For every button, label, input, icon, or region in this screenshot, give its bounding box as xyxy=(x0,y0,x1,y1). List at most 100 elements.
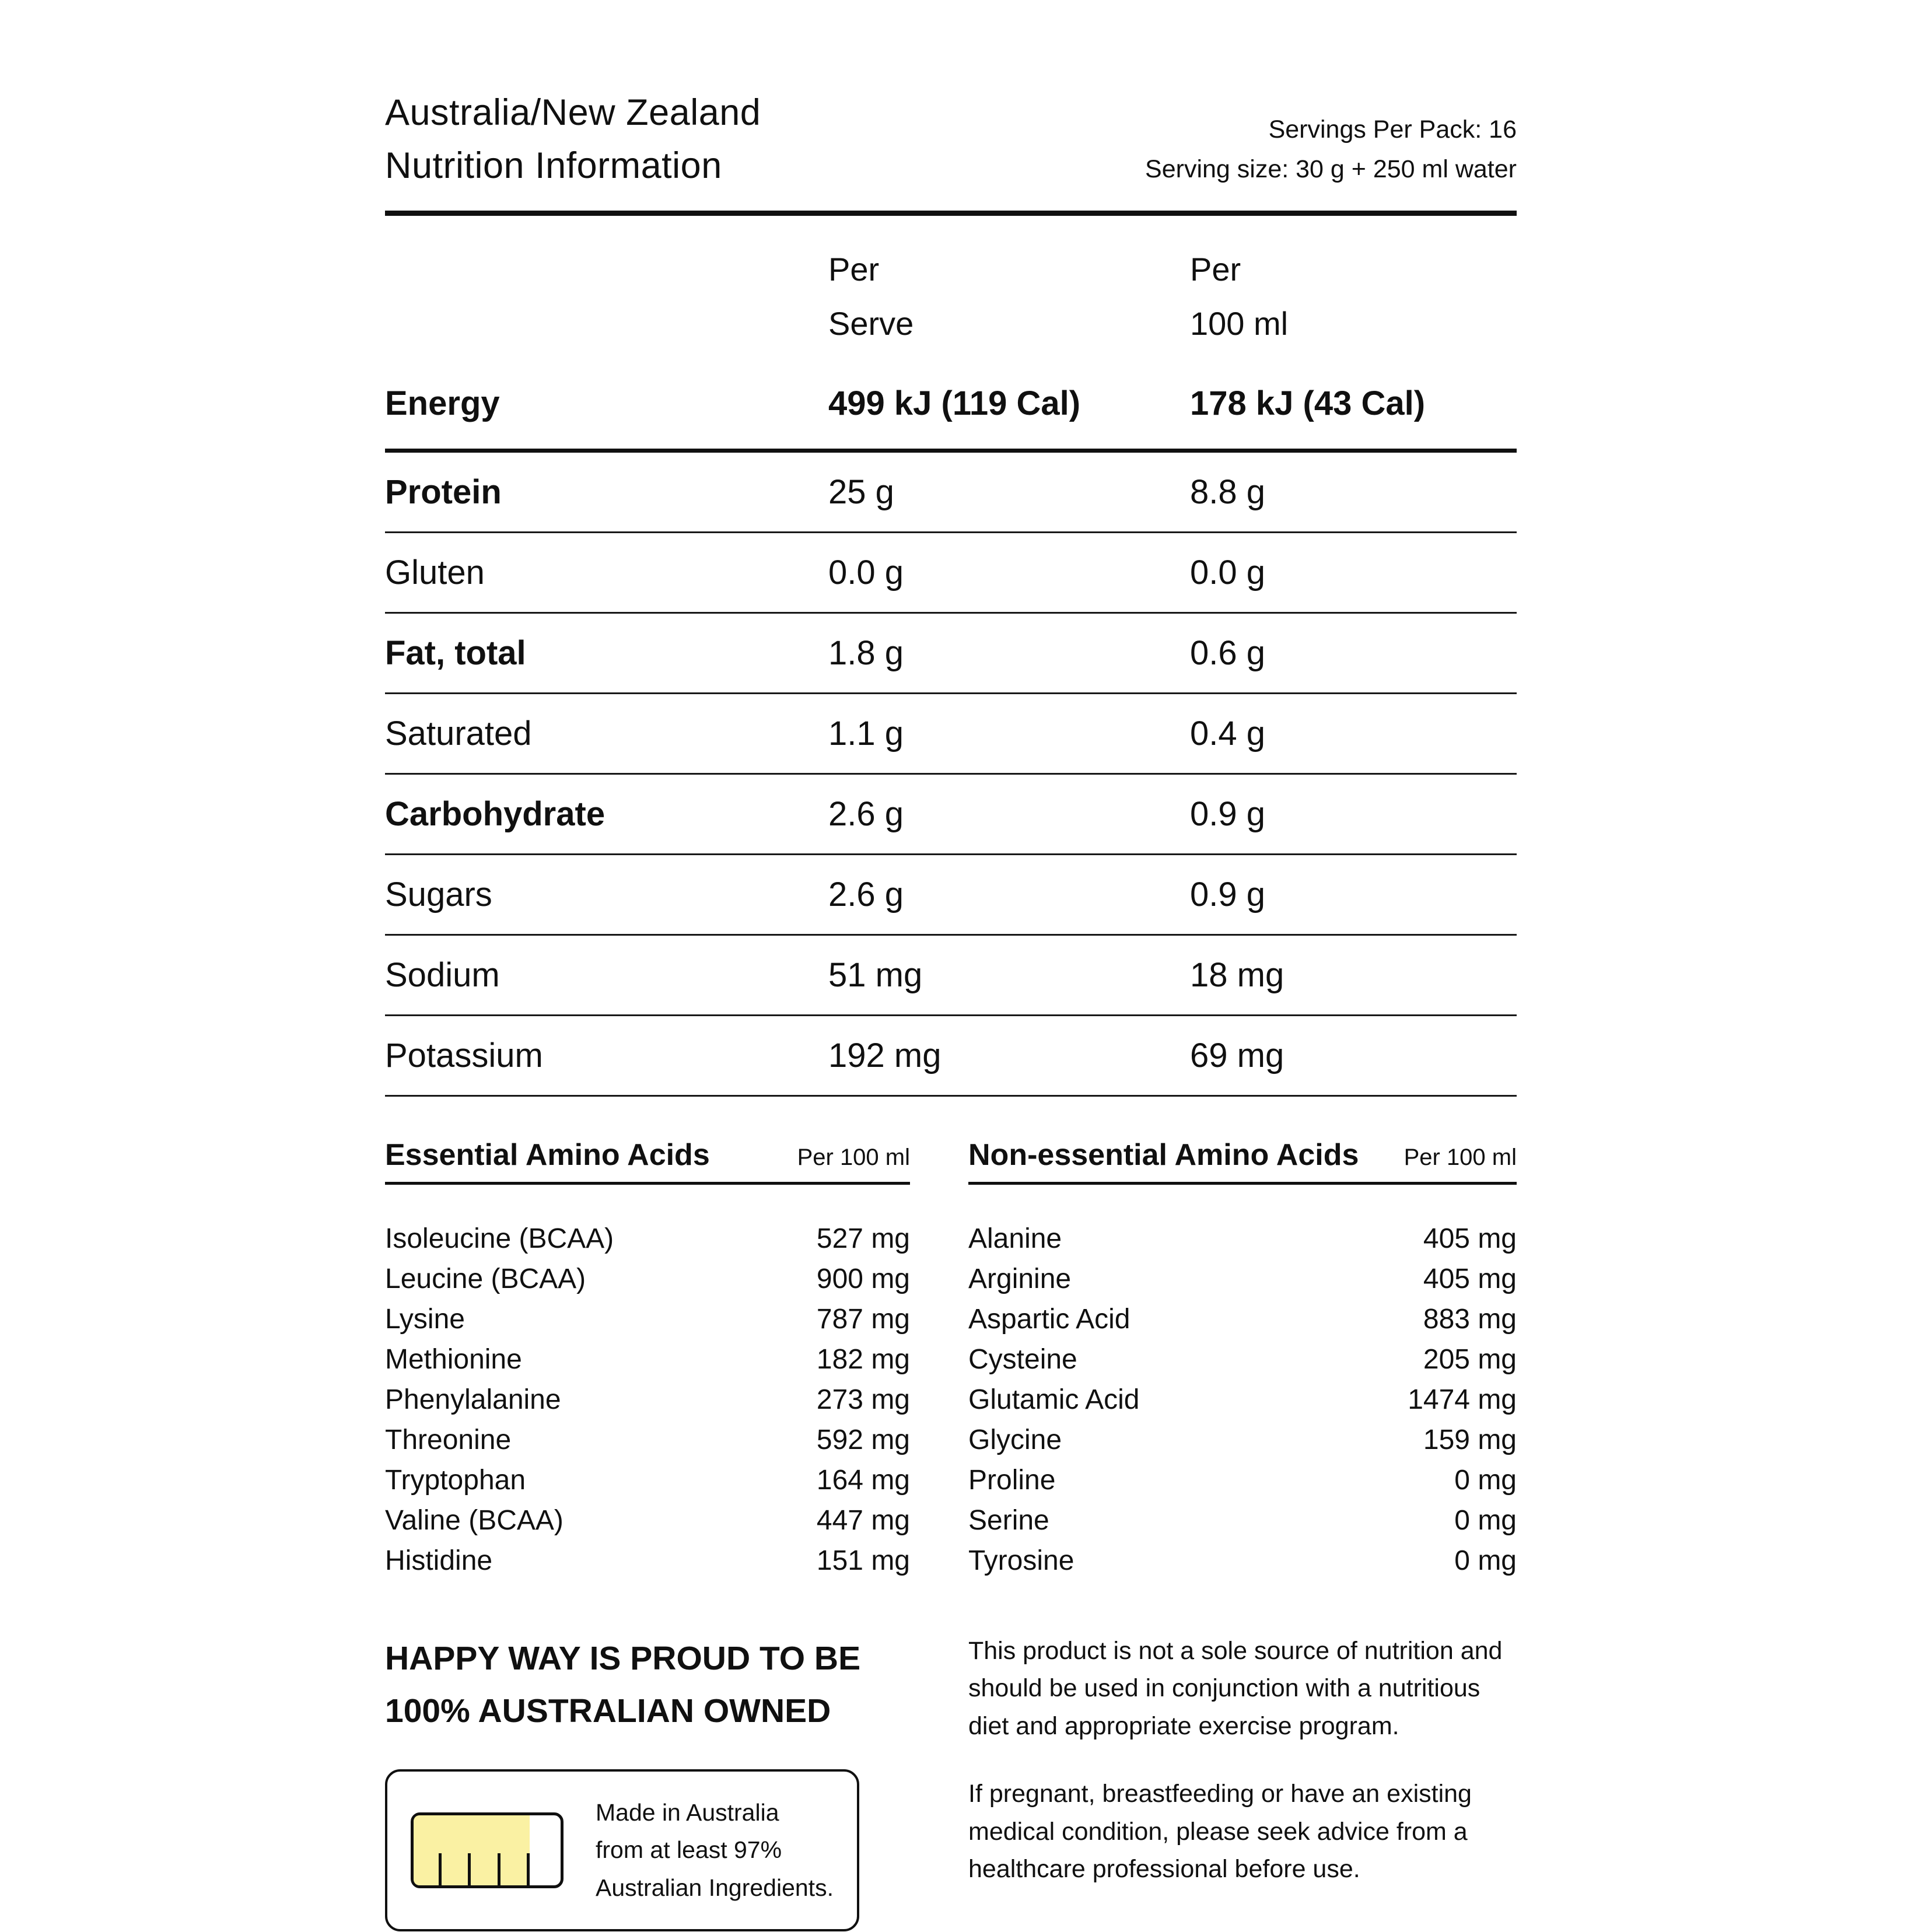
essential-amino-acids-section: Essential Amino Acids Per 100 ml Isoleuc… xyxy=(385,1138,910,1581)
essential-list: Isoleucine (BCAA) 527 mg Leucine (BCAA) 90… xyxy=(385,1219,910,1581)
gauge-fill xyxy=(414,1815,530,1885)
table-row: Energy 499 kJ (119 Cal) 178 kJ (43 Cal) xyxy=(385,351,1517,453)
amino-row: Isoleucine (BCAA) 527 mg xyxy=(385,1219,910,1259)
row-label: Sodium xyxy=(385,956,500,994)
amino-value: 592 mg xyxy=(816,1424,910,1455)
amino-name: Arginine xyxy=(968,1263,1072,1294)
serving-info: Servings Per Pack: 16 Serving size: 30 g… xyxy=(1145,110,1517,193)
amino-row: Methionine 182 mg xyxy=(385,1339,910,1380)
amino-name: Isoleucine (BCAA) xyxy=(385,1223,614,1254)
column-header-empty xyxy=(385,243,828,351)
amino-value: 447 mg xyxy=(816,1504,910,1536)
amino-value: 900 mg xyxy=(816,1263,910,1294)
amino-row: Leucine (BCAA) 900 mg xyxy=(385,1259,910,1299)
amino-name: Tyrosine xyxy=(968,1545,1074,1576)
amino-value: 1474 mg xyxy=(1408,1384,1517,1415)
amino-value: 787 mg xyxy=(816,1303,910,1335)
table-row: Gluten 0.0 g 0.0 g xyxy=(385,533,1517,614)
amino-row: Valine (BCAA) 447 mg xyxy=(385,1500,910,1541)
amino-row: Threonine 592 mg xyxy=(385,1420,910,1460)
header: Australia/New Zealand Nutrition Informat… xyxy=(385,86,1517,193)
badge-text: Made in Australia from at least 97% Aust… xyxy=(596,1798,834,1902)
per-serve-value: 499 kJ (119 Cal) xyxy=(828,384,1081,422)
section-unit: Per 100 ml xyxy=(1404,1144,1517,1170)
table-row: Fat, total 1.8 g 0.6 g xyxy=(385,614,1517,694)
amino-row: Glutamic Acid 1474 mg xyxy=(968,1380,1517,1420)
row-label: Energy xyxy=(385,384,500,422)
ingredient-gauge-icon xyxy=(411,1812,564,1888)
disclaimer-2: If pregnant, breastfeeding or have an ex… xyxy=(968,1780,1472,1884)
amino-name: Tryptophan xyxy=(385,1464,526,1496)
amino-value: 0 mg xyxy=(1454,1545,1517,1576)
per-serve-value: 192 mg xyxy=(828,1036,942,1074)
per-serve-value: 1.1 g xyxy=(828,714,904,752)
gauge-tick xyxy=(438,1853,442,1885)
amino-value: 405 mg xyxy=(1423,1223,1517,1254)
row-label: Fat, total xyxy=(385,634,526,672)
per-100ml-value: 18 mg xyxy=(1190,956,1284,994)
per-100ml-value: 178 kJ (43 Cal) xyxy=(1190,384,1426,422)
footer-right: This product is not a sole source of nut… xyxy=(968,1632,1517,1931)
section-unit: Per 100 ml xyxy=(797,1144,910,1170)
amino-value: 159 mg xyxy=(1423,1424,1517,1455)
per-100ml-value: 69 mg xyxy=(1190,1036,1284,1074)
essential-header: Essential Amino Acids Per 100 ml xyxy=(385,1138,910,1185)
table-column-headers: Per Serve Per 100 ml xyxy=(385,243,1517,351)
per-100ml-value: 0.9 g xyxy=(1190,794,1265,833)
amino-value: 205 mg xyxy=(1423,1343,1517,1375)
row-label: Carbohydrate xyxy=(385,794,606,833)
per-serve-value: 2.6 g xyxy=(828,875,904,914)
amino-row: Aspartic Acid 883 mg xyxy=(968,1299,1517,1339)
gauge-tick xyxy=(468,1853,471,1885)
per-serve-value: 1.8 g xyxy=(828,634,904,672)
amino-row: Histidine 151 mg xyxy=(385,1541,910,1581)
table-row: Potassium 192 mg 69 mg xyxy=(385,1016,1517,1097)
amino-value: 164 mg xyxy=(816,1464,910,1496)
row-label: Protein xyxy=(385,473,502,511)
per-serve-value: 51 mg xyxy=(828,956,923,994)
row-label: Sugars xyxy=(385,875,492,914)
per-serve-value: 2.6 g xyxy=(828,794,904,833)
table-row: Saturated 1.1 g 0.4 g xyxy=(385,694,1517,775)
amino-name: Valine (BCAA) xyxy=(385,1504,564,1536)
per-100ml-value: 0.6 g xyxy=(1190,634,1265,672)
nutrition-table: Per Serve Per 100 ml Energy 499 kJ (119 … xyxy=(385,243,1517,1097)
gauge-tick xyxy=(497,1853,501,1885)
footer-heading: HAPPY WAY IS PROUD TO BE 100% AUSTRALIAN… xyxy=(385,1639,861,1730)
amino-name: Alanine xyxy=(968,1223,1062,1254)
amino-name: Leucine (BCAA) xyxy=(385,1263,586,1294)
amino-acids-section: Essential Amino Acids Per 100 ml Isoleuc… xyxy=(385,1138,1517,1581)
amino-name: Proline xyxy=(968,1464,1056,1496)
amino-value: 527 mg xyxy=(816,1223,910,1254)
disclaimer-1: This product is not a sole source of nut… xyxy=(968,1636,1503,1740)
amino-name: Threonine xyxy=(385,1424,512,1455)
amino-row: Cysteine 205 mg xyxy=(968,1339,1517,1380)
nutrition-label: Australia/New Zealand Nutrition Informat… xyxy=(385,0,1517,1931)
serving-size: Serving size: 30 g + 250 ml water xyxy=(1145,155,1517,183)
amino-row: Serine 0 mg xyxy=(968,1500,1517,1541)
non-essential-list: Alanine 405 mg Arginine 405 mg Aspartic Ac… xyxy=(968,1219,1517,1581)
section-title: Essential Amino Acids xyxy=(385,1138,710,1172)
amino-row: Arginine 405 mg xyxy=(968,1259,1517,1299)
non-essential-header: Non-essential Amino Acids Per 100 ml xyxy=(968,1138,1517,1185)
per-100ml-value: 8.8 g xyxy=(1190,473,1265,511)
amino-name: Cysteine xyxy=(968,1343,1077,1375)
per-100ml-value: 0.4 g xyxy=(1190,714,1265,752)
table-row: Carbohydrate 2.6 g 0.9 g xyxy=(385,775,1517,855)
row-label: Potassium xyxy=(385,1036,543,1074)
page-title: Australia/New Zealand Nutrition Informat… xyxy=(385,86,761,193)
made-in-australia-badge: Made in Australia from at least 97% Aust… xyxy=(385,1769,859,1931)
amino-row: Phenylalanine 273 mg xyxy=(385,1380,910,1420)
amino-row: Proline 0 mg xyxy=(968,1460,1517,1500)
per-serve-value: 0.0 g xyxy=(828,553,904,592)
non-essential-amino-acids-section: Non-essential Amino Acids Per 100 ml Ala… xyxy=(968,1138,1517,1581)
amino-value: 0 mg xyxy=(1454,1504,1517,1536)
per-100ml-value: 0.0 g xyxy=(1190,553,1265,592)
amino-name: Glycine xyxy=(968,1424,1062,1455)
per-100ml-value: 0.9 g xyxy=(1190,875,1265,914)
amino-name: Lysine xyxy=(385,1303,465,1335)
amino-row: Glycine 159 mg xyxy=(968,1420,1517,1460)
page-title-line2: Nutrition Information xyxy=(385,145,722,187)
servings-per-pack: Servings Per Pack: 16 xyxy=(1268,115,1517,144)
amino-value: 182 mg xyxy=(816,1343,910,1375)
